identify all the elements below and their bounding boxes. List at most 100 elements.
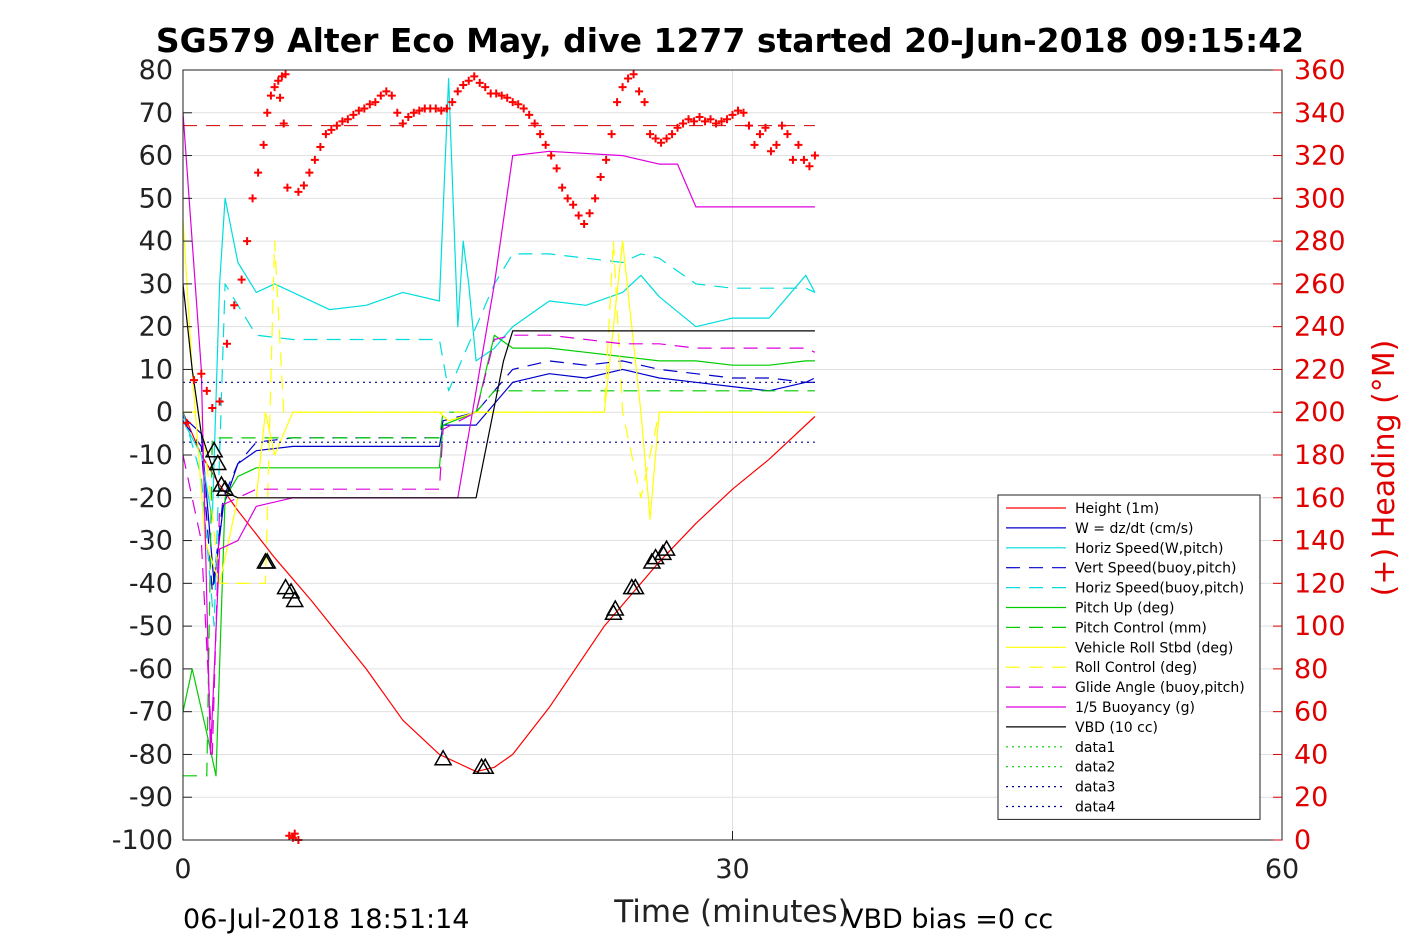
y-left-tick-label: -100 — [112, 825, 173, 856]
heading-point — [398, 119, 407, 128]
heading-point — [794, 140, 803, 149]
heading-point — [607, 130, 616, 139]
heading-point — [274, 76, 283, 85]
heading-point — [492, 89, 501, 98]
heading-point — [541, 140, 550, 149]
heading-point — [448, 98, 457, 107]
heading-series-group — [182, 70, 819, 844]
y-right-tick-label: 220 — [1294, 354, 1346, 385]
y-left-tick-label: -10 — [129, 440, 173, 471]
heading-point — [580, 220, 589, 228]
heading-point — [316, 143, 325, 151]
legend-entry: Roll Control (deg) — [1075, 660, 1197, 676]
heading-point — [343, 115, 352, 124]
dive-marker — [285, 590, 305, 608]
y-right-tick-label: 260 — [1294, 269, 1346, 300]
y-left-tick-label: 70 — [139, 98, 173, 129]
heading-point — [629, 70, 638, 79]
y-left-tick-label: 20 — [139, 312, 173, 343]
legend: Height (1m) W = dz/dt (cm/s) Horiz Speed(W… — [997, 494, 1261, 820]
heading-point — [365, 100, 374, 109]
axes: 80706050403020100-10-20-30-40-50-60-70-8… — [112, 55, 1346, 885]
legend-entry: Horiz Speed(buoy,pitch) — [1075, 581, 1244, 597]
legend-entry: 1/5 Buoyancy (g) — [1075, 700, 1195, 716]
heading-point — [404, 113, 413, 122]
series-group — [182, 77, 816, 777]
legend-entry: Height (1m) — [1075, 501, 1159, 517]
heading-point — [662, 134, 671, 143]
heading-point — [690, 117, 699, 126]
y-left-tick-label: -20 — [129, 483, 173, 514]
heading-point — [503, 93, 512, 102]
heading-point — [679, 119, 688, 128]
heading-point — [596, 172, 605, 181]
y-right-tick-label: 120 — [1294, 568, 1346, 599]
heading-point — [651, 134, 660, 143]
heading-point — [283, 183, 292, 192]
legend-entry: Glide Angle (buoy,pitch) — [1075, 680, 1245, 696]
dive-marker-group — [204, 441, 676, 775]
heading-point — [415, 106, 424, 115]
heading-point — [613, 98, 622, 107]
heading-point — [321, 130, 330, 139]
y-left-tick-label: 50 — [139, 183, 173, 214]
heading-point — [182, 418, 191, 427]
dive-marker — [657, 539, 676, 556]
y-right-tick-label: 140 — [1294, 526, 1346, 557]
y-left-tick-label: -90 — [129, 782, 173, 813]
heading-point — [305, 168, 314, 177]
y-right-tick-label: 340 — [1294, 98, 1346, 129]
dive-marker — [215, 479, 235, 496]
heading-point — [525, 110, 534, 119]
y-left-tick-label: -40 — [129, 568, 173, 599]
heading-point — [248, 194, 257, 203]
heading-point — [237, 275, 246, 284]
heading-point — [602, 155, 611, 164]
legend-entry: data2 — [1075, 760, 1115, 776]
dive-marker — [204, 441, 224, 458]
heading-point — [668, 130, 677, 139]
y-left-tick-label: -30 — [129, 526, 173, 557]
y-left-tick-label: -60 — [129, 654, 173, 685]
heading-point — [591, 194, 600, 203]
heading-point — [290, 829, 299, 838]
y-left-tick-label: 80 — [139, 55, 173, 86]
heading-point — [266, 91, 275, 100]
heading-point — [276, 93, 285, 102]
heading-point — [393, 108, 402, 117]
series-vbd-10-cc — [182, 283, 815, 499]
legend-entry: W = dz/dt (cm/s) — [1075, 521, 1194, 537]
legend-entry: data1 — [1075, 740, 1115, 756]
heading-point — [733, 106, 742, 115]
legend-entry: data3 — [1075, 780, 1115, 796]
heading-point — [755, 130, 764, 139]
heading-point — [382, 87, 391, 96]
y-left-tick-label: 60 — [139, 141, 173, 172]
heading-point — [706, 115, 715, 124]
dive-marker — [605, 599, 625, 616]
heading-point — [750, 140, 759, 149]
heading-point — [618, 83, 627, 92]
heading-point — [766, 147, 775, 156]
y-right-tick-label: 20 — [1294, 782, 1328, 813]
heading-point — [263, 108, 272, 117]
heading-point — [536, 130, 545, 139]
heading-point — [349, 110, 358, 119]
heading-point — [281, 70, 290, 79]
legend-entry: Horiz Speed(W,pitch) — [1075, 541, 1223, 557]
dive-marker — [475, 757, 495, 775]
series-glide-angle-buoy-pitch — [182, 334, 816, 756]
heading-point — [728, 110, 737, 119]
heading-point — [202, 386, 211, 395]
heading-point — [563, 194, 572, 203]
heading-point — [332, 121, 341, 130]
heading-point — [470, 72, 479, 81]
x-tick-label: 0 — [174, 854, 191, 885]
heading-point — [695, 113, 704, 122]
heading-point — [530, 119, 539, 128]
dive-marker — [212, 475, 231, 492]
heading-point — [744, 121, 753, 130]
heading-point — [294, 187, 303, 196]
dive-marker — [433, 749, 453, 766]
legend-box — [997, 494, 1261, 820]
